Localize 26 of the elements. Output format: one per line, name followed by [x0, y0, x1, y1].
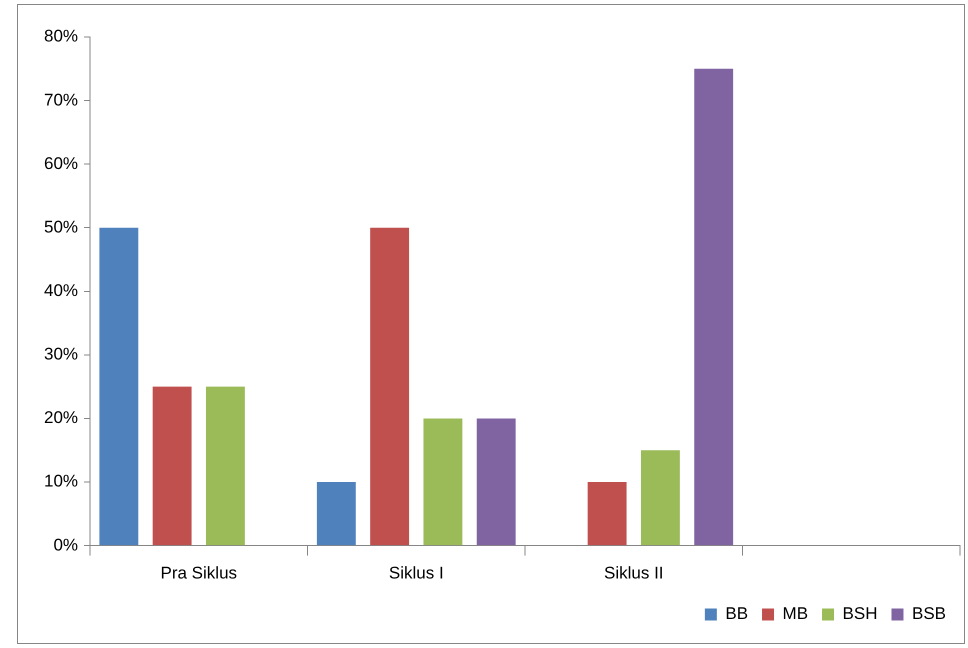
legend-label: MB [782, 604, 808, 624]
y-tick-label: 30% [44, 344, 78, 364]
y-tick-label: 60% [44, 154, 78, 173]
bar [423, 418, 462, 546]
y-tick-label: 80% [44, 26, 78, 46]
bar [206, 386, 245, 546]
bar [588, 482, 627, 546]
bar [316, 482, 356, 546]
y-tick-label: 50% [44, 217, 78, 236]
y-tick-label: 10% [44, 472, 78, 491]
x-tick-label: Siklus I [388, 563, 444, 582]
bar [152, 386, 192, 546]
y-tick-label: 40% [44, 280, 78, 300]
bar [640, 450, 680, 546]
y-tick-label: 20% [44, 408, 78, 428]
legend-label: BSH [842, 604, 878, 624]
bar [476, 418, 516, 546]
legend-label: BSB [912, 604, 946, 624]
bar [370, 228, 410, 546]
y-tick-label: 0% [53, 535, 78, 554]
bar [694, 68, 734, 546]
x-tick-label: Siklus II [604, 563, 664, 582]
legend-label: BB [725, 604, 748, 624]
bar [99, 228, 138, 546]
x-tick-label: Pra Siklus [160, 563, 238, 582]
y-tick-label: 70% [44, 90, 78, 110]
